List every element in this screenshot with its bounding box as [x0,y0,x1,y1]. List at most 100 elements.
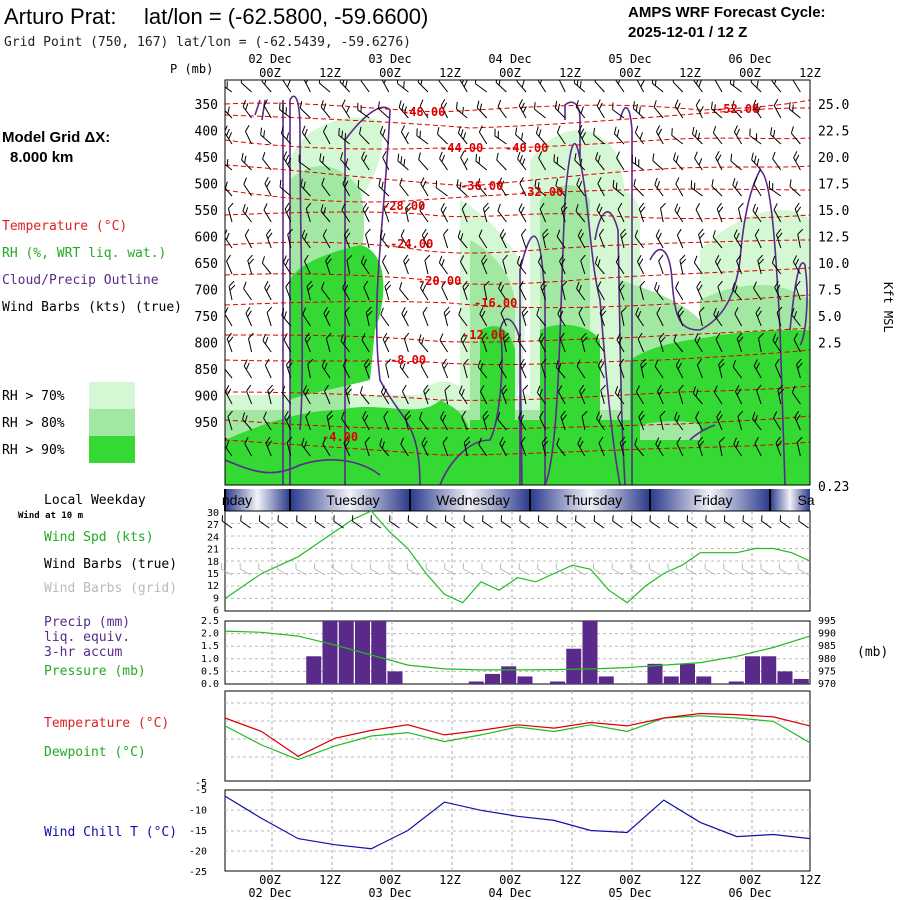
precip-bar [793,678,809,684]
wind-y-tick: 21 [207,545,219,556]
kft-tick-label: 25.0 [818,98,849,113]
wind-barb [398,100,409,119]
wind-y-tick: 27 [207,520,219,531]
wind-barb [287,228,293,249]
wind-barb [247,332,254,353]
wind-barb [675,359,684,379]
wind-barb [325,332,332,353]
bottom-hour-tick: 12Z [439,873,461,887]
wind-barb [382,332,390,353]
wind-barb [266,306,273,327]
wind-barb [225,81,233,93]
wind-barb [457,126,468,145]
precip-bar [598,676,614,684]
legend-temperature: Temperature (°C) [2,219,127,234]
top-hour-tick: 00Z [739,66,761,80]
wind-barb [579,384,586,405]
wind-barb [378,178,390,197]
grid-wind-barb [425,563,437,576]
wind-barb [519,280,527,301]
weekday-label: Sa [797,492,814,508]
wind-barb [283,151,292,171]
wind-barb [502,254,508,275]
bottom-day-tick: 04 Dec [488,886,531,900]
wind-barb [794,410,801,431]
wind-barb [679,254,687,275]
wind-barb [402,384,409,405]
wind-barb [225,106,233,119]
grid-wind-barb [779,563,791,576]
wind-barb [653,100,664,119]
surface-wind-barb [612,515,623,529]
wind-barb [557,307,566,327]
wind-barb [279,179,292,197]
cloud-outline [225,95,808,485]
wind-barb [790,126,801,145]
wind-barb [477,359,488,379]
wind-barbs-true-label: Wind Barbs (true) [44,557,177,572]
precip-bar [647,663,663,684]
top-hour-tick: 12Z [799,66,821,80]
wind-barb [640,358,647,379]
wind-barb [654,281,664,301]
wind-barb [773,411,782,431]
wind-barb [736,254,743,275]
surface-wind-barb [798,515,809,529]
precip-bar [680,663,695,684]
wind-barb [281,385,292,405]
grid-wind-barb [518,563,530,576]
cross-section: -48.00 -52.00 -44.00 -40.00 -36.00 -32.0… [224,79,811,486]
wind-barb [482,202,490,223]
rh90-label: RH > 90% [2,443,65,458]
wind-barb [791,307,801,327]
wind-barb [616,333,625,353]
bottom-hour-tick: 12Z [319,873,341,887]
wind-barb [730,153,742,171]
wind-barb [267,384,275,405]
wind-barb [652,153,664,171]
wind-barb [715,332,723,353]
wind-barb [693,255,703,275]
wind-barb [438,80,448,93]
wind-barb [618,280,625,301]
wind-barb [340,333,350,353]
wind-barb [615,255,625,275]
weekday-segment [770,489,810,511]
wind-barb [264,176,272,197]
wind-barb [424,254,431,275]
wind-barb [243,281,253,301]
wind-barb [594,256,605,275]
wind-barb [301,125,311,145]
grid-wind-barb [388,563,400,576]
wind-barb [557,385,566,405]
wind-barb [419,99,429,119]
grid-wind-barb [258,563,270,576]
wind-barb [716,410,723,431]
wind-barb [696,280,703,301]
wind-barb [263,99,272,119]
wind-y-tick: 18 [207,557,219,568]
wind-barb [634,229,644,249]
wind-barb [534,179,546,197]
contour-label: -20.00 [418,274,461,288]
grid-wind-barb [630,563,642,576]
wind-barb [462,280,469,301]
wind-barb [305,410,311,431]
wind-barb [518,99,527,119]
surface-wind-barb [575,515,586,529]
wind-barb [751,152,762,171]
wind-barb [377,101,390,119]
top-hour-tick: 00Z [259,66,281,80]
wind-barb [403,254,410,275]
surface-wind-barb [240,515,251,529]
wind-barb [478,125,488,145]
wind-barb [796,358,803,379]
wind-barb [304,254,311,275]
wind-barb [319,153,331,171]
surface-wind-barb [779,515,791,529]
wind-barb [225,159,233,171]
wind-barb [595,152,605,171]
wind-barb [422,306,429,327]
wind-barb [612,102,625,119]
wind-barb [284,410,292,431]
